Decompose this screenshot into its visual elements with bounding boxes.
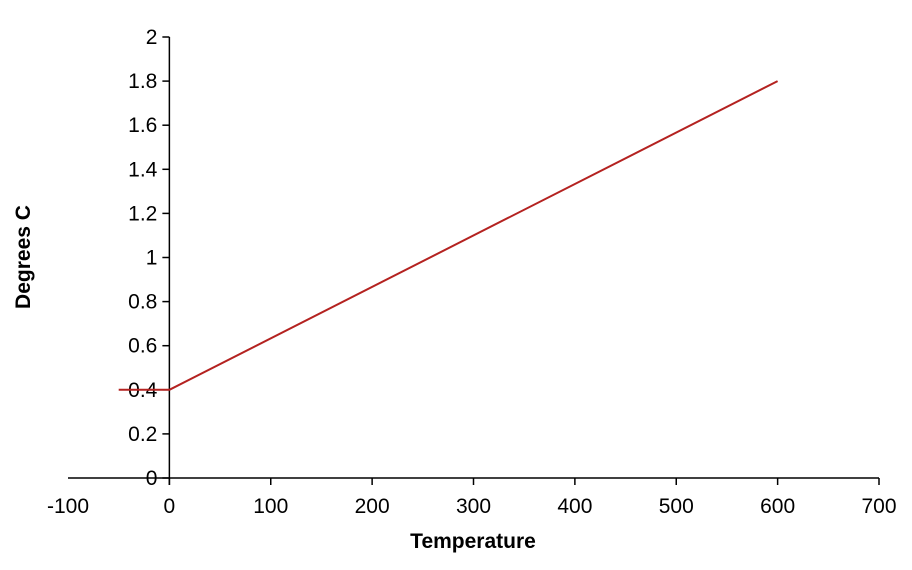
x-axis-title: Temperature [410, 530, 536, 553]
y-tick-label: 0.8 [128, 291, 157, 314]
y-tick-label: 0.6 [128, 335, 157, 358]
x-tick-label: 100 [253, 495, 288, 518]
series-line-temperature-line [118, 80, 779, 391]
x-tick-label: 600 [760, 495, 795, 518]
y-tick-label: 1.4 [128, 158, 158, 181]
x-tick-label: 200 [355, 495, 390, 518]
x-tick-label: -100 [47, 495, 89, 518]
y-tick-label: 1 [146, 247, 158, 270]
x-tick-label: 700 [861, 495, 896, 518]
x-tick-label: 0 [164, 495, 176, 518]
x-tick-label: 400 [557, 495, 592, 518]
x-tick-label: 500 [659, 495, 694, 518]
y-tick-label: 2 [146, 26, 158, 49]
x-tick-label: 300 [456, 495, 491, 518]
axes-layer [68, 37, 879, 485]
y-tick-label: 1.2 [128, 202, 157, 225]
tick-label-layer: -100 0 100 200 300 400 500 600 70000.20.40.60.81… [47, 26, 897, 518]
tick-layer [162, 36, 880, 485]
series-layer [118, 80, 779, 391]
y-tick-label: 0.2 [128, 423, 157, 446]
y-tick-label: 1.6 [128, 114, 157, 137]
y-tick-label: 0 [146, 467, 158, 490]
y-tick-label: 1.8 [128, 70, 157, 93]
y-axis-title: Degrees C [12, 205, 35, 309]
